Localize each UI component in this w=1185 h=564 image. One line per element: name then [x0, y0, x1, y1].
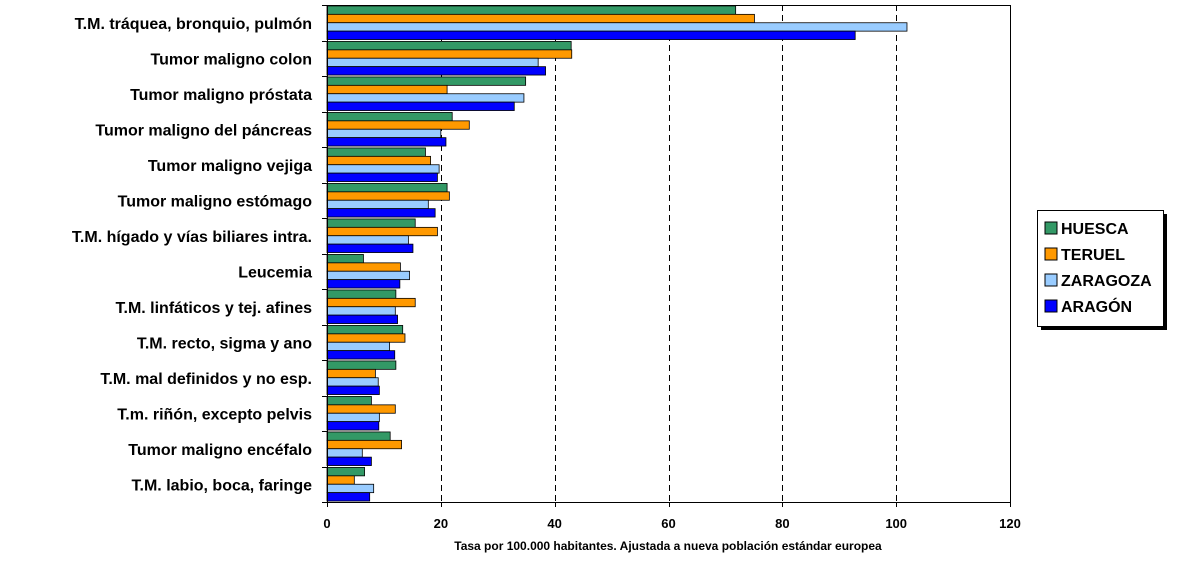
bar: [326, 297, 416, 308]
category-label: T.m. riñón, excepto pelvis: [117, 406, 312, 423]
category-label: Leucemia: [238, 264, 312, 281]
category-label: Tumor maligno próstata: [130, 87, 312, 104]
bar: [326, 120, 470, 130]
bar: [326, 137, 447, 147]
bar: [326, 191, 450, 201]
category-label: T.M. mal definidos y no esp.: [100, 371, 312, 388]
category-label: T.M. labio, boca, faringe: [132, 477, 313, 494]
x-tick-label: 0: [323, 516, 330, 531]
bar: [326, 396, 372, 406]
bar: [326, 456, 372, 466]
category-label: Tumor maligno encéfalo: [128, 442, 312, 459]
legend-label: ZARAGOZA: [1061, 273, 1152, 290]
bar: [326, 76, 527, 86]
legend-swatch: [1044, 299, 1058, 313]
bar: [326, 164, 440, 174]
legend-box: [1037, 210, 1164, 327]
legend-label: TERUEL: [1061, 247, 1125, 264]
x-tick-label: 40: [547, 516, 561, 531]
bar: [326, 385, 380, 395]
bar: [326, 49, 573, 59]
bar: [326, 483, 375, 494]
bar: [326, 84, 448, 95]
category-label: T.M. hígado y vías biliares intra.: [72, 229, 312, 246]
x-tick-labels: 0 20 40 60 80 100 120: [323, 516, 1020, 531]
axes: [322, 5, 1011, 507]
legend-label: ARAGÓN: [1061, 297, 1132, 316]
bar: [326, 368, 376, 379]
x-tick-label: 20: [434, 516, 448, 531]
bar: [326, 350, 396, 360]
category-label: Tumor maligno vejiga: [148, 158, 312, 175]
bar: [326, 218, 416, 228]
bar: [326, 404, 396, 414]
bar: [326, 360, 397, 370]
category-label: T.M. tráquea, bronquio, pulmón: [75, 16, 312, 33]
category-label: T.M. recto, sigma y ano: [137, 335, 312, 352]
legend-swatch: [1044, 273, 1058, 287]
bar: [326, 112, 453, 122]
bar: [326, 412, 380, 423]
bar: [326, 467, 365, 477]
bar: [326, 13, 755, 24]
category-label: T.M. linfáticos y tej. afines: [116, 300, 313, 317]
x-tick-label: 80: [775, 516, 789, 531]
x-tick-label: 60: [661, 516, 675, 531]
bar: [326, 93, 525, 103]
legend-swatch: [1044, 221, 1058, 235]
bar: [326, 155, 431, 166]
bar: [326, 306, 396, 316]
bars: [326, 5, 908, 502]
bar: [326, 101, 515, 111]
bar: [326, 325, 404, 335]
bar: [326, 30, 856, 40]
legend-label: HUESCA: [1061, 221, 1129, 238]
x-tick-label: 120: [999, 516, 1021, 531]
bar: [326, 5, 737, 15]
bar: [326, 262, 401, 272]
bar: [326, 147, 426, 157]
bar: [326, 431, 391, 441]
x-tick-label: 100: [885, 516, 907, 531]
x-axis-title: Tasa por 100.000 habitantes. Ajustada a …: [454, 539, 882, 553]
category-label: Tumor maligno colon: [151, 51, 312, 68]
category-label: Tumor maligno estómago: [118, 193, 313, 210]
bar: [326, 41, 572, 51]
bar: [326, 270, 410, 281]
legend-swatch: [1044, 247, 1058, 261]
bar: [326, 208, 436, 218]
bar: [326, 448, 363, 458]
bar: [326, 243, 414, 253]
bar: [326, 254, 364, 264]
bar: [326, 172, 438, 182]
bar: [326, 226, 438, 237]
bar: [326, 57, 539, 68]
bar: [326, 279, 401, 289]
bar: [326, 66, 546, 76]
bar: [326, 235, 409, 245]
bar: [326, 492, 371, 502]
category-label: Tumor maligno del páncreas: [95, 122, 312, 139]
bar: [326, 128, 442, 139]
bar: [326, 421, 380, 431]
legend: HUESCA TERUEL ZARAGOZA ARAGÓN: [1037, 210, 1167, 330]
bar: [326, 22, 908, 32]
bar: [326, 289, 397, 299]
bar: [326, 333, 406, 343]
category-labels: T.M. tráquea, bronquio, pulmón Tumor mali…: [72, 16, 312, 495]
bar: [326, 439, 402, 450]
bar: [326, 377, 379, 387]
bar: [326, 199, 429, 210]
bar: [326, 183, 448, 193]
bar: [326, 341, 391, 352]
bar: [326, 314, 398, 324]
bar: [326, 475, 355, 485]
